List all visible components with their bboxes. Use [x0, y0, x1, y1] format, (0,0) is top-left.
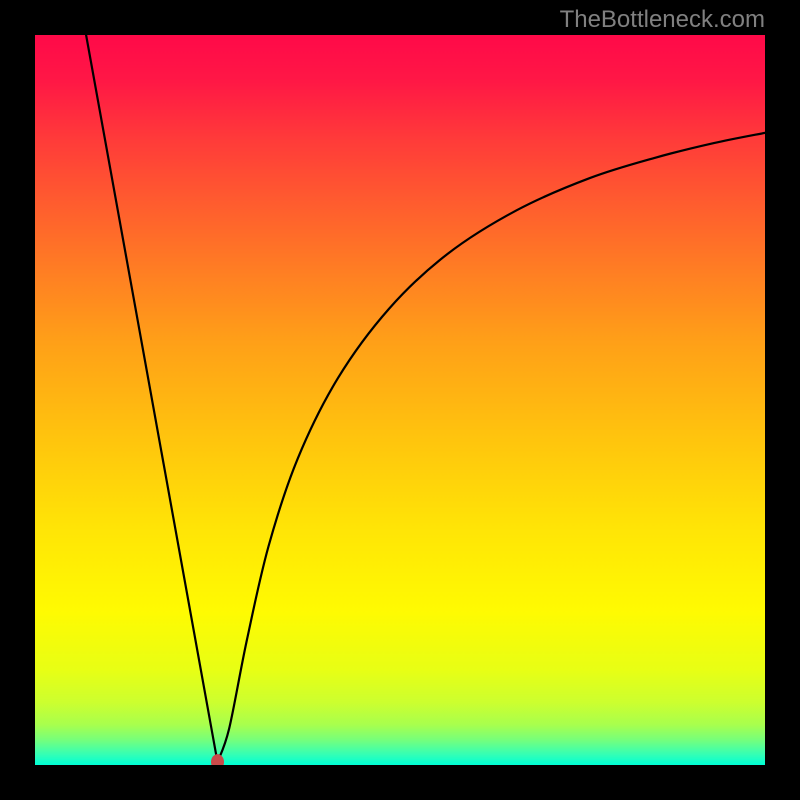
- watermark-text: TheBottleneck.com: [560, 6, 765, 34]
- bottleneck-curve: [86, 35, 765, 762]
- min-point-marker: [211, 754, 224, 765]
- chart-stage: TheBottleneck.com: [0, 0, 800, 800]
- plot-curve-layer: [35, 35, 765, 765]
